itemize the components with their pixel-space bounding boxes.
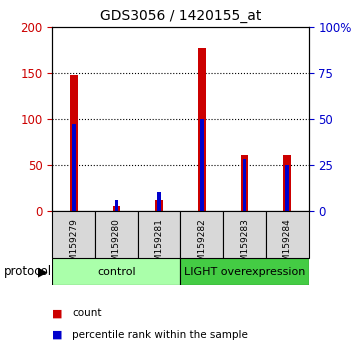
Bar <box>283 155 291 211</box>
Text: ▶: ▶ <box>38 265 47 278</box>
Bar <box>113 206 120 211</box>
Text: control: control <box>97 267 136 277</box>
FancyBboxPatch shape <box>266 211 309 258</box>
Bar <box>243 159 247 211</box>
Text: percentile rank within the sample: percentile rank within the sample <box>72 330 248 339</box>
Bar <box>72 124 75 211</box>
Bar <box>198 48 206 211</box>
Bar <box>286 165 289 211</box>
Text: GDS3056 / 1420155_at: GDS3056 / 1420155_at <box>100 9 261 23</box>
Text: LIGHT overexpression: LIGHT overexpression <box>184 267 305 277</box>
Bar <box>114 200 118 211</box>
FancyBboxPatch shape <box>180 258 309 285</box>
Text: GSM159283: GSM159283 <box>240 218 249 273</box>
Text: GSM159284: GSM159284 <box>283 218 292 273</box>
FancyBboxPatch shape <box>180 211 223 258</box>
FancyBboxPatch shape <box>52 211 95 258</box>
FancyBboxPatch shape <box>223 211 266 258</box>
Text: GSM159280: GSM159280 <box>112 218 121 273</box>
FancyBboxPatch shape <box>138 211 180 258</box>
Bar <box>200 119 204 211</box>
Bar <box>157 192 161 211</box>
Bar <box>241 155 248 211</box>
Text: GSM159279: GSM159279 <box>69 218 78 273</box>
Text: ■: ■ <box>52 330 63 339</box>
Bar <box>155 200 163 211</box>
FancyBboxPatch shape <box>95 211 138 258</box>
Text: count: count <box>72 308 102 318</box>
Text: GSM159281: GSM159281 <box>155 218 164 273</box>
Text: GSM159282: GSM159282 <box>197 218 206 273</box>
Bar <box>70 75 78 211</box>
FancyBboxPatch shape <box>52 258 180 285</box>
Text: protocol: protocol <box>4 265 52 278</box>
Text: ■: ■ <box>52 308 63 318</box>
